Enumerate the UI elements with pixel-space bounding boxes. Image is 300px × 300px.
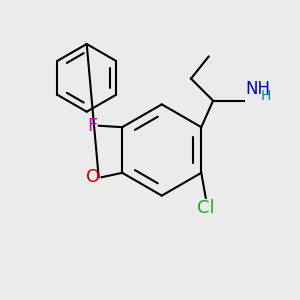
Text: NH: NH — [245, 80, 271, 98]
Text: Cl: Cl — [197, 199, 214, 217]
Text: F: F — [87, 117, 97, 135]
Text: H: H — [261, 89, 271, 103]
Text: O: O — [86, 168, 100, 186]
